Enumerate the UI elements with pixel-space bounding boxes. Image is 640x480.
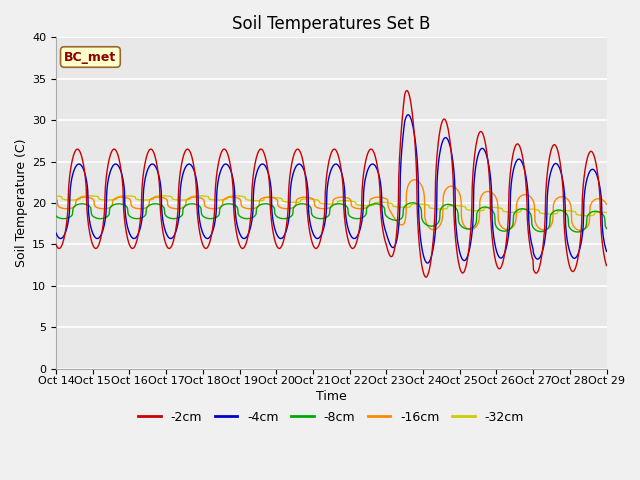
Line: -32cm: -32cm <box>56 196 607 216</box>
-2cm <box>403 88 411 94</box>
-4cm <box>404 112 412 118</box>
-2cm <box>236 243 244 249</box>
-2cm <box>422 274 430 280</box>
-4cm <box>236 231 244 237</box>
-8cm <box>603 226 611 231</box>
-8cm <box>573 229 581 235</box>
-16cm <box>538 227 545 232</box>
-32cm <box>584 213 591 218</box>
-16cm <box>52 196 60 202</box>
-16cm <box>417 181 425 187</box>
-8cm <box>175 215 182 221</box>
-32cm <box>237 193 244 199</box>
-32cm <box>538 210 545 216</box>
-32cm <box>417 201 425 207</box>
-16cm <box>236 196 244 202</box>
-8cm <box>538 228 545 234</box>
-16cm <box>577 228 584 233</box>
Line: -8cm: -8cm <box>56 203 607 232</box>
-2cm <box>417 257 425 263</box>
-32cm <box>175 197 182 203</box>
-16cm <box>411 177 419 182</box>
-32cm <box>86 193 93 199</box>
-32cm <box>489 204 497 210</box>
X-axis label: Time: Time <box>316 390 347 403</box>
-4cm <box>161 227 169 233</box>
-2cm <box>603 263 611 268</box>
Legend: -2cm, -4cm, -8cm, -16cm, -32cm: -2cm, -4cm, -8cm, -16cm, -32cm <box>133 406 529 429</box>
Text: BC_met: BC_met <box>64 50 116 63</box>
-2cm <box>490 245 497 251</box>
-16cm <box>603 202 611 207</box>
Line: -2cm: -2cm <box>56 91 607 277</box>
-4cm <box>52 230 60 236</box>
-8cm <box>409 200 417 205</box>
-2cm <box>161 239 169 244</box>
-4cm <box>175 218 182 224</box>
-8cm <box>417 206 425 212</box>
-2cm <box>175 191 182 197</box>
-8cm <box>52 213 60 219</box>
-16cm <box>489 191 497 196</box>
-32cm <box>52 193 60 199</box>
-32cm <box>603 210 611 216</box>
-4cm <box>538 251 546 256</box>
-4cm <box>490 230 497 236</box>
Line: -4cm: -4cm <box>56 115 607 263</box>
-4cm <box>603 249 611 254</box>
-4cm <box>417 239 425 245</box>
-2cm <box>52 242 60 248</box>
-16cm <box>175 206 182 212</box>
-16cm <box>161 195 169 201</box>
Line: -16cm: -16cm <box>56 180 607 230</box>
-8cm <box>161 212 169 217</box>
-4cm <box>424 260 431 266</box>
-8cm <box>489 208 497 214</box>
-32cm <box>161 193 169 199</box>
Title: Soil Temperatures Set B: Soil Temperatures Set B <box>232 15 431 33</box>
-2cm <box>538 252 546 258</box>
-8cm <box>236 214 244 219</box>
Y-axis label: Soil Temperature (C): Soil Temperature (C) <box>15 139 28 267</box>
